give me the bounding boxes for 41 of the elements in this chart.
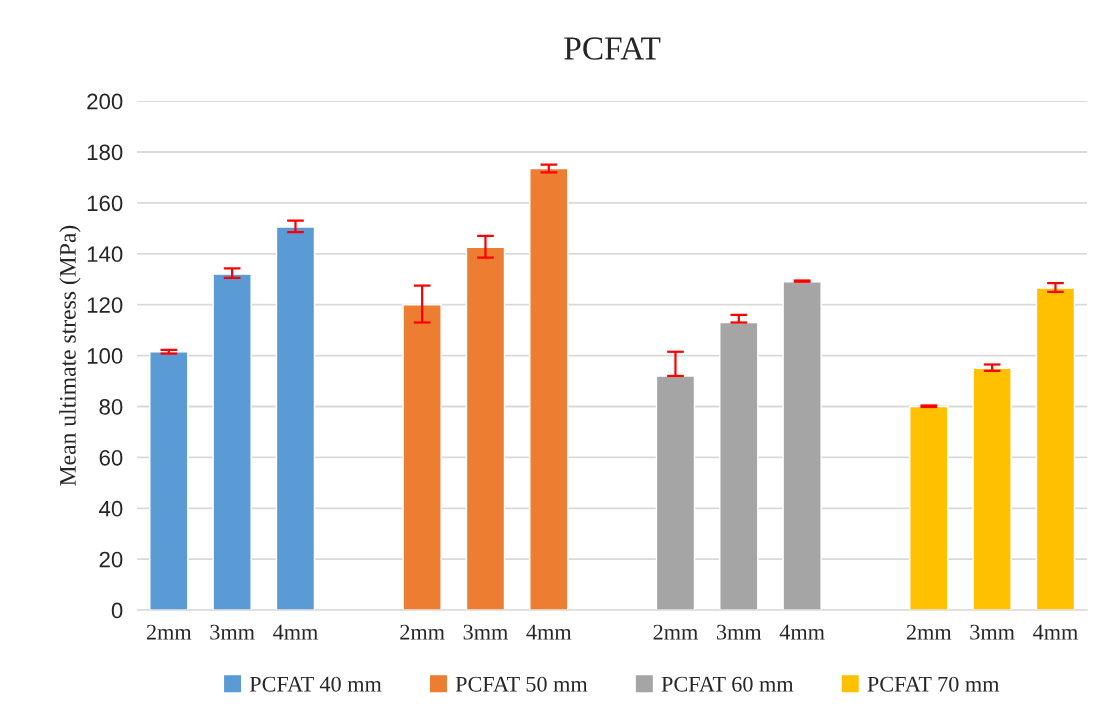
bar <box>909 405 949 611</box>
y-tick-label: 40 <box>99 500 123 517</box>
legend-label: PCFAT 70 mm <box>867 676 1000 692</box>
x-tick-label: 2mm <box>146 624 192 640</box>
y-tick-label: 20 <box>99 551 123 568</box>
bar <box>719 321 759 611</box>
legend-label: PCFAT 40 mm <box>249 676 382 692</box>
x-tick-label: 3mm <box>970 624 1015 640</box>
bar <box>655 375 696 611</box>
bar <box>465 246 506 611</box>
bar <box>149 351 189 611</box>
bar <box>402 303 442 611</box>
y-tick-label: 200 <box>87 93 123 110</box>
x-tick-label: 4mm <box>779 624 825 640</box>
x-tick-label: 4mm <box>273 624 318 640</box>
x-tick-label: 2mm <box>400 624 445 640</box>
legend-label: PCFAT 60 mm <box>661 676 794 692</box>
bar <box>782 281 822 611</box>
y-tick-label: 160 <box>87 195 123 212</box>
y-tick-label: 100 <box>87 348 123 364</box>
x-tick-label: 3mm <box>463 624 508 640</box>
x-tick-label: 4mm <box>1033 624 1078 640</box>
x-tick-label: 2mm <box>906 624 952 640</box>
y-axis-title: Mean ultimate stress (MPa) <box>59 225 81 486</box>
x-tick-label: 3mm <box>717 624 762 640</box>
bar <box>529 167 569 611</box>
legend-label: PCFAT 50 mm <box>455 676 588 692</box>
y-tick-label: 140 <box>87 246 123 263</box>
y-tick-label: 0 <box>111 602 123 619</box>
x-tick-label: 2mm <box>653 624 698 640</box>
y-tick-label: 120 <box>87 297 123 313</box>
bar <box>275 226 316 611</box>
bar <box>212 273 252 611</box>
y-tick-label: 60 <box>99 449 123 466</box>
bar <box>972 367 1012 611</box>
x-tick-label: 4mm <box>526 624 572 640</box>
y-tick-label: 80 <box>99 399 123 415</box>
chart-title: PCFAT <box>564 37 661 60</box>
bar <box>1035 287 1076 611</box>
x-tick-label: 3mm <box>210 624 255 640</box>
y-tick-label: 180 <box>87 144 123 161</box>
